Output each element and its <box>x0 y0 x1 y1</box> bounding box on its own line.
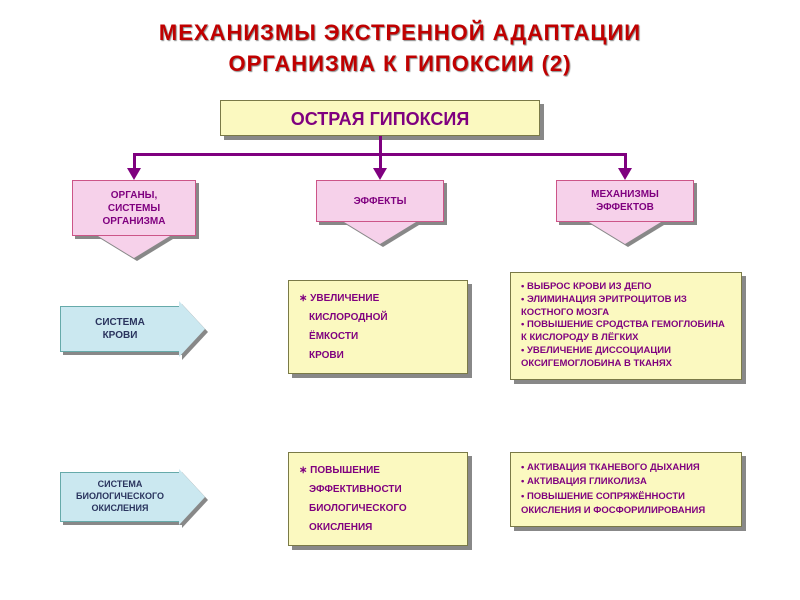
col-head-line: МЕХАНИЗМЫ <box>591 188 659 201</box>
effects-box: ПОВЫШЕНИЕ ЭФФЕКТИВНОСТИ БИОЛОГИЧЕСКОГО О… <box>288 452 468 546</box>
effects-line: ОКИСЛЕНИЯ <box>299 518 457 537</box>
system-line: СИСТЕМА <box>95 316 145 329</box>
mechanism-item: ЭЛИМИНАЦИЯ ЭРИТРОЦИТОВ ИЗ КОСТНОГО МОЗГА <box>521 294 731 320</box>
chevron-down-icon <box>344 222 416 244</box>
title-line-1: МЕХАНИЗМЫ ЭКСТРЕННОЙ АДАПТАЦИИ <box>0 18 800 49</box>
system-line: ОКИСЛЕНИЯ <box>76 503 164 515</box>
system-arrow: СИСТЕМА БИОЛОГИЧЕСКОГО ОКИСЛЕНИЯ <box>60 472 180 522</box>
effects-line: КИСЛОРОДНОЙ <box>299 308 457 327</box>
root-box: ОСТРАЯ ГИПОКСИЯ <box>220 100 540 136</box>
title-line-2: ОРГАНИЗМА К ГИПОКСИИ (2) <box>0 49 800 80</box>
mechanisms-box: АКТИВАЦИЯ ТКАНЕВОГО ДЫХАНИЯ АКТИВАЦИЯ ГЛ… <box>510 452 742 527</box>
effects-line: ЭФФЕКТИВНОСТИ <box>299 480 457 499</box>
col-head-line: ЭФФЕКТОВ <box>591 201 659 214</box>
mechanism-item: ВЫБРОС КРОВИ ИЗ ДЕПО <box>521 281 731 294</box>
effects-box: УВЕЛИЧЕНИЕ КИСЛОРОДНОЙ ЁМКОСТИ КРОВИ <box>288 280 468 374</box>
col-head-line: СИСТЕМЫ <box>103 202 166 215</box>
chevron-down-icon <box>98 236 170 258</box>
col-head-line: ОРГАНИЗМА <box>103 215 166 228</box>
col-head-line: ОРГАНЫ, <box>103 189 166 202</box>
col-head-effects: ЭФФЕКТЫ <box>316 180 444 222</box>
system-line: СИСТЕМА <box>76 479 164 491</box>
effects-line: ЁМКОСТИ <box>299 327 457 346</box>
effects-line: БИОЛОГИЧЕСКОГО <box>299 499 457 518</box>
arrowhead-icon <box>127 168 141 180</box>
mechanisms-box: ВЫБРОС КРОВИ ИЗ ДЕПО ЭЛИМИНАЦИЯ ЭРИТРОЦИ… <box>510 272 742 380</box>
system-line: КРОВИ <box>95 329 145 342</box>
col-head-organs: ОРГАНЫ, СИСТЕМЫ ОРГАНИЗМА <box>72 180 196 236</box>
effects-line: КРОВИ <box>299 346 457 365</box>
effects-line: ПОВЫШЕНИЕ <box>299 461 457 480</box>
effects-line: УВЕЛИЧЕНИЕ <box>299 289 457 308</box>
mechanism-item: АКТИВАЦИЯ ГЛИКОЛИЗА <box>521 475 731 489</box>
system-arrow: СИСТЕМА КРОВИ <box>60 306 180 352</box>
mechanism-item: ПОВЫШЕНИЕ СРОДСТВА ГЕМОГЛОБИНА К КИСЛОРО… <box>521 319 731 345</box>
slide-title: МЕХАНИЗМЫ ЭКСТРЕННОЙ АДАПТАЦИИ ОРГАНИЗМА… <box>0 0 800 80</box>
system-line: БИОЛОГИЧЕСКОГО <box>76 491 164 503</box>
mechanism-item: ПОВЫШЕНИЕ СОПРЯЖЁННОСТИ ОКИСЛЕНИЯ И ФОСФ… <box>521 490 731 519</box>
arrowhead-icon <box>618 168 632 180</box>
arrowhead-icon <box>373 168 387 180</box>
mechanism-item: УВЕЛИЧЕНИЕ ДИССОЦИАЦИИ ОКСИГЕМОГЛОБИНА В… <box>521 345 731 371</box>
chevron-down-icon <box>589 222 661 244</box>
col-head-line: ЭФФЕКТЫ <box>354 196 407 207</box>
col-head-mechanisms: МЕХАНИЗМЫ ЭФФЕКТОВ <box>556 180 694 222</box>
mechanism-item: АКТИВАЦИЯ ТКАНЕВОГО ДЫХАНИЯ <box>521 461 731 475</box>
root-box-label: ОСТРАЯ ГИПОКСИЯ <box>291 109 470 129</box>
